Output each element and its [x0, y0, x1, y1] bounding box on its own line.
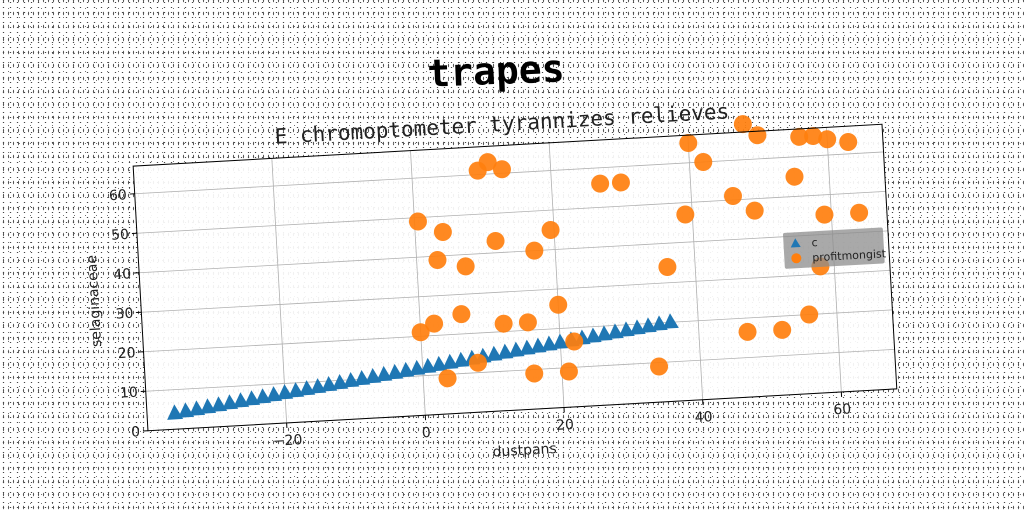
plot-area: −20 0 20 40 60 0 10 20 30 40 50 60 dustpans selaginac… [84, 115, 898, 461]
profitmongist-point [723, 186, 742, 205]
legend-box [783, 227, 885, 269]
profitmongist-point [800, 305, 819, 324]
y-gridline [139, 230, 888, 274]
y-axis-label: selaginaceae [84, 255, 105, 348]
profitmongist-point [694, 152, 713, 171]
profitmongist-point [611, 173, 630, 192]
x-gridline [687, 135, 704, 400]
profitmongist-point [478, 153, 497, 172]
c-point [662, 313, 679, 329]
y-tick-label: 60 [109, 187, 128, 204]
profitmongist-point [408, 212, 427, 231]
y-gridline [136, 191, 886, 234]
profitmongist-point [785, 167, 804, 186]
y-tick-label: 30 [115, 306, 134, 323]
x-gridline [548, 142, 565, 408]
profitmongist-point [494, 314, 513, 333]
profitmongist-point [518, 313, 537, 332]
profitmongist-point [492, 160, 511, 179]
y-tick-label: 50 [111, 227, 130, 244]
y-gridline [141, 269, 891, 313]
profitmongist-point [745, 201, 764, 220]
x-tick-label: 60 [833, 401, 852, 418]
profitmongist-point [525, 241, 544, 260]
x-tick-label: 0 [421, 425, 431, 441]
profitmongist-point [486, 231, 505, 250]
x-tick-label: 20 [556, 417, 575, 434]
profitmongist-point [850, 203, 869, 222]
profitmongist-point [411, 323, 430, 342]
plot-background [133, 124, 897, 431]
profitmongist-point [679, 134, 698, 153]
profitmongist-point [525, 364, 544, 383]
profitmongist-point [733, 115, 752, 134]
y-tick-label: 20 [117, 345, 136, 362]
plot-frame [132, 123, 898, 432]
profitmongist-point [452, 305, 471, 324]
profitmongist-point [438, 369, 457, 388]
profitmongist-point [815, 205, 834, 224]
profitmongist-point [658, 257, 677, 276]
profitmongist-point [469, 353, 488, 372]
x-tick-label: −20 [272, 432, 302, 450]
profitmongist-point [433, 223, 452, 242]
profitmongist-point [425, 314, 444, 333]
profitmongist-point [549, 295, 568, 314]
x-tick-label: 40 [694, 409, 713, 426]
profitmongist-point [456, 257, 475, 276]
profitmongist-point [839, 133, 858, 152]
profitmongist-point [541, 220, 560, 239]
legend-marker [791, 253, 802, 264]
profitmongist-point [790, 127, 809, 146]
profitmongist-point [818, 130, 837, 149]
profitmongist-point [559, 362, 578, 381]
legend-label: profitmongist [812, 247, 887, 264]
chart-title: trapes [426, 46, 565, 95]
y-tick-label: 40 [113, 266, 132, 283]
profitmongist-point [676, 205, 695, 224]
profitmongist-point [773, 320, 792, 339]
y-tick-label: 10 [120, 385, 139, 402]
profitmongist-point [738, 322, 757, 341]
profitmongist-point [804, 127, 823, 146]
profitmongist-point [565, 332, 584, 351]
profitmongist-point [591, 174, 610, 193]
y-tick-label: 0 [131, 424, 141, 440]
profitmongist-point [428, 251, 447, 270]
y-gridline [145, 348, 895, 392]
x-axis-label: dustpans [492, 441, 557, 461]
legend-label: c [811, 236, 818, 249]
legend-marker [790, 238, 801, 248]
x-gridline [271, 158, 288, 423]
profitmongist-point [650, 357, 669, 376]
y-gridline [143, 309, 893, 353]
